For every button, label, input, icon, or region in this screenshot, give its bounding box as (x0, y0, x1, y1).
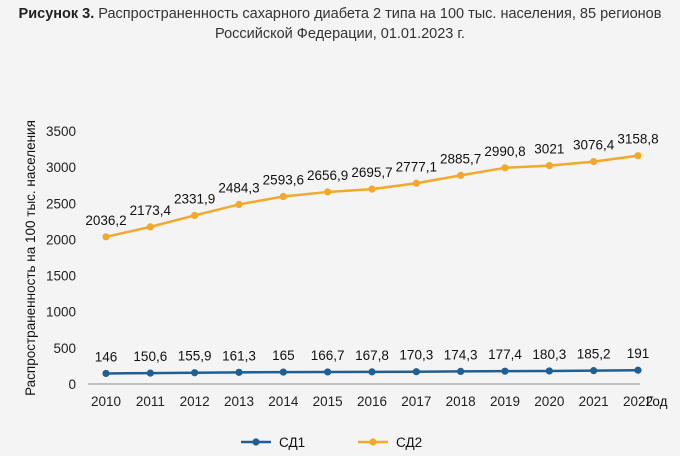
data-point (191, 369, 199, 377)
data-point (634, 366, 642, 374)
data-point (279, 192, 287, 201)
data-point (235, 200, 243, 209)
data-point (545, 367, 553, 375)
data-point (324, 368, 332, 376)
data-point (457, 367, 465, 376)
legend-marker (252, 438, 260, 446)
x-tick-label: 2015 (313, 394, 343, 409)
x-tick-label: 2017 (401, 394, 431, 409)
data-label: 3076,4 (573, 138, 615, 153)
data-label: 2990,8 (484, 144, 525, 159)
x-tick-label: 2010 (91, 394, 121, 409)
data-point (279, 368, 287, 376)
y-axis-ticks: 0 500 1000 1500 2000 2500 3000 3500 (46, 124, 76, 392)
data-point (634, 152, 642, 160)
data-label: 2593,6 (263, 173, 304, 188)
x-axis-ticks: 2010 2011 2012 2013 2014 2015 2016 2017 2018 2019… (91, 394, 653, 409)
data-point (235, 368, 243, 376)
data-point (102, 233, 110, 241)
legend: СД1 СД2 (241, 435, 422, 450)
data-point (368, 185, 376, 193)
y-tick-label: 1500 (46, 269, 76, 284)
data-point (412, 179, 420, 187)
y-axis-title: Распространенность на 100 тыс. населения (23, 120, 38, 396)
data-label: 161,3 (222, 348, 256, 363)
data-label: 2331,9 (174, 191, 215, 206)
y-tick-label: 2500 (46, 196, 76, 211)
data-label: 146 (95, 349, 118, 364)
data-point (457, 171, 465, 180)
data-point (191, 211, 199, 220)
x-tick-label: 2014 (268, 394, 299, 409)
data-label: 3021 (534, 142, 564, 157)
legend-marker (369, 438, 377, 446)
figure-title-line1: Распространенность сахарного диабета 2 т… (98, 6, 662, 22)
data-label: 3158,8 (617, 132, 658, 147)
data-point (501, 367, 509, 375)
data-point (146, 369, 154, 377)
data-label: 2777,1 (396, 159, 437, 174)
legend-label: СД1 (279, 435, 305, 450)
data-label: 185,2 (577, 347, 611, 362)
data-label: 166,7 (311, 348, 345, 363)
data-point (545, 162, 553, 170)
y-tick-label: 500 (53, 341, 76, 356)
x-tick-label: 2013 (224, 394, 254, 409)
data-point (590, 367, 598, 375)
data-label: 165 (272, 348, 295, 363)
data-label: 2036,2 (85, 213, 126, 228)
x-tick-label: 2018 (446, 394, 476, 409)
legend-label: СД2 (396, 435, 422, 450)
x-tick-label: 2011 (136, 394, 165, 409)
figure-title-line2: Российской Федерации, 01.01.2023 г. (215, 26, 465, 42)
data-point (324, 188, 332, 196)
data-point (590, 158, 598, 166)
data-label: 167,8 (355, 348, 389, 363)
x-tick-label: 2020 (534, 394, 564, 409)
x-tick-label: 2012 (180, 394, 210, 409)
x-tick-label: 2022 (623, 394, 653, 409)
x-tick-label: 2021 (579, 394, 609, 409)
figure-label: Рисунок 3. (18, 6, 95, 22)
data-label: 2484,3 (218, 180, 259, 195)
data-label: 170,3 (399, 348, 433, 363)
series-layer: 146 150,6 155,9 161,3 165 166,7 167,8 170,3 174,… (85, 132, 659, 378)
data-label: 177,4 (488, 347, 522, 362)
data-label: 2173,4 (130, 203, 172, 218)
data-label: 180,3 (532, 347, 566, 362)
data-point (146, 223, 154, 231)
data-label: 155,9 (178, 349, 212, 364)
x-tick-label: 2016 (357, 394, 387, 409)
series-1: 146 150,6 155,9 161,3 165 166,7 167,8 170,3 174,… (95, 346, 650, 378)
y-tick-label: 2000 (46, 232, 76, 247)
y-tick-label: 1000 (46, 305, 76, 320)
figure-caption: Рисунок 3. Распространенность сахарного … (0, 4, 680, 44)
x-axis-title: Год (646, 394, 668, 409)
data-label: 2695,7 (351, 165, 392, 180)
y-tick-label: 3000 (46, 160, 76, 175)
data-point (102, 369, 110, 378)
data-label: 174,3 (444, 347, 478, 362)
data-label: 150,6 (133, 349, 167, 364)
y-tick-label: 3500 (46, 124, 76, 139)
data-label: 2656,9 (307, 168, 348, 183)
data-label: 2885,7 (440, 151, 481, 166)
y-tick-label: 0 (68, 377, 76, 392)
data-point (368, 368, 376, 376)
data-point (412, 368, 420, 376)
data-label: 191 (627, 346, 650, 361)
data-point (501, 164, 509, 172)
x-tick-label: 2019 (490, 394, 520, 409)
